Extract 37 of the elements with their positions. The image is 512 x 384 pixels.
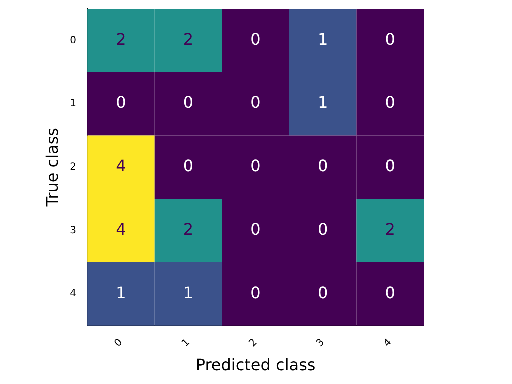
data-label: 0 [318, 220, 328, 239]
data-label: 0 [318, 283, 328, 302]
y-tick-label: 3 [70, 225, 77, 236]
y-tick-label: 1 [70, 98, 77, 110]
data-label: 2 [183, 30, 194, 49]
data-label: 0 [385, 93, 396, 112]
data-label: 0 [250, 156, 261, 176]
data-label: 0 [250, 220, 261, 239]
data-label: 0 [116, 93, 126, 112]
data-label: 0 [183, 93, 194, 112]
data-label: 0 [385, 30, 396, 49]
data-label: 0 [183, 156, 194, 176]
x-tick-label: 0 [112, 337, 126, 350]
data-label: 2 [385, 220, 396, 239]
data-label: 1 [318, 93, 328, 112]
data-label: 4 [116, 220, 126, 239]
x-tick-label: 1 [180, 337, 192, 350]
data-label: 4 [116, 156, 126, 176]
y-tick-label: 0 [70, 35, 77, 46]
data-label: 0 [250, 30, 261, 49]
data-label: 0 [250, 93, 261, 112]
data-label: 0 [318, 156, 328, 176]
data-label: 2 [116, 30, 126, 49]
data-label: 0 [250, 283, 261, 302]
x-tick-label: 2 [247, 337, 260, 350]
x-tick-label: 3 [314, 337, 328, 350]
data-label: 1 [318, 30, 328, 49]
y-axis-title: True class [42, 128, 62, 208]
data-label: 0 [385, 283, 396, 302]
x-tick-label: 4 [382, 337, 394, 350]
data-label: 1 [183, 283, 194, 302]
data-label: 0 [385, 156, 396, 176]
y-tick-label: 2 [70, 162, 77, 173]
y-tick-label: 4 [70, 288, 77, 300]
data-label: 1 [116, 283, 126, 302]
x-axis-title: Predicted class [196, 356, 316, 375]
data-label: 2 [183, 220, 194, 239]
